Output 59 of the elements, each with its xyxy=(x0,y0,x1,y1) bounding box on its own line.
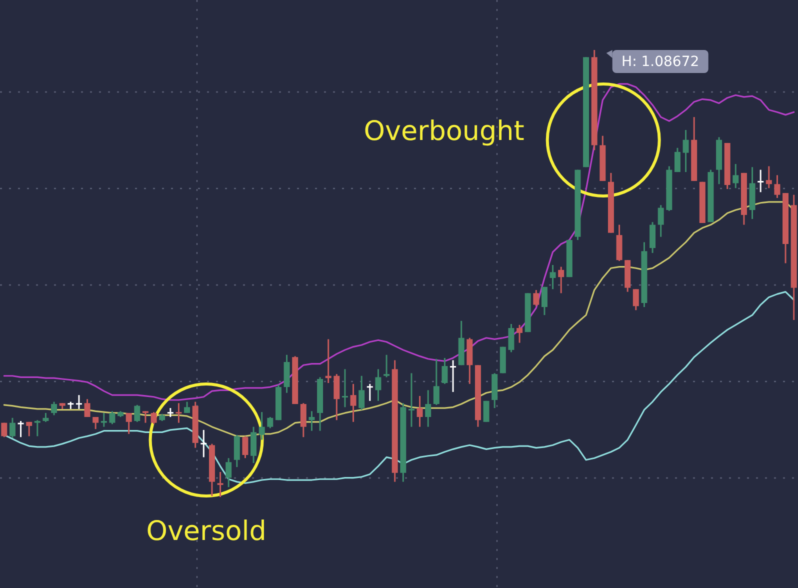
candlestick xyxy=(126,412,132,435)
candlestick xyxy=(650,221,656,254)
candlestick xyxy=(732,163,739,189)
candlestick xyxy=(1,422,8,438)
candlestick xyxy=(350,383,356,423)
candlestick xyxy=(267,416,274,429)
candlestick xyxy=(334,373,340,421)
candlestick xyxy=(442,357,448,385)
candlestick xyxy=(84,398,90,418)
candlestick xyxy=(100,412,107,428)
candlestick xyxy=(342,368,348,408)
candlestick xyxy=(358,375,365,411)
candlestick xyxy=(200,429,207,458)
candlestick xyxy=(18,420,24,438)
candlestick xyxy=(450,359,456,393)
candlestick xyxy=(184,401,190,414)
text: Oversold xyxy=(146,516,266,547)
candlestick xyxy=(550,264,556,290)
candlestick xyxy=(76,394,82,410)
candlestick xyxy=(300,402,306,438)
candlestick xyxy=(134,404,140,423)
candlestick xyxy=(92,416,99,430)
candlestick xyxy=(433,358,440,406)
annotation: H: 1.08672 xyxy=(622,54,700,70)
candlestick xyxy=(258,411,265,441)
candlestick xyxy=(508,323,514,353)
candlestick xyxy=(109,410,116,425)
candlestick xyxy=(176,402,182,424)
candlestick xyxy=(9,417,16,439)
candlestick xyxy=(483,400,490,423)
candlestick xyxy=(533,289,540,307)
candlestick xyxy=(384,354,390,378)
candlestick xyxy=(682,129,689,173)
candlestick xyxy=(516,324,523,344)
candlestick xyxy=(217,471,224,498)
candlestick xyxy=(226,457,232,488)
candlestick xyxy=(51,401,58,416)
candlestick xyxy=(250,426,257,464)
candlestick xyxy=(308,410,315,432)
candlestick xyxy=(34,419,40,437)
candlestick xyxy=(632,288,639,311)
annotation: Overbought xyxy=(364,116,524,147)
candlestick xyxy=(674,147,680,173)
candlestick xyxy=(425,389,432,428)
candlestick xyxy=(408,372,414,428)
candlestick xyxy=(766,165,772,189)
candlestick xyxy=(242,435,248,459)
candlestick xyxy=(658,204,664,238)
candlestick xyxy=(26,421,32,437)
candlestick xyxy=(234,434,240,468)
candlestick xyxy=(558,266,564,294)
candlestick xyxy=(774,174,780,199)
candlestick xyxy=(150,411,157,425)
candlestick xyxy=(375,368,382,402)
candlestick xyxy=(366,383,373,402)
candlestick xyxy=(416,395,423,428)
candlestick xyxy=(541,286,548,316)
candlestick xyxy=(142,410,148,424)
candlestick xyxy=(758,169,764,193)
